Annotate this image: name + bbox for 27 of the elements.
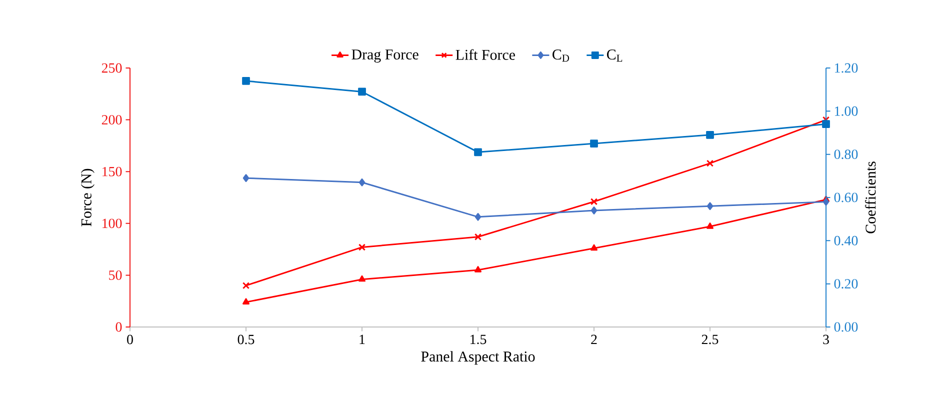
- y-tick-label: 0: [116, 322, 122, 332]
- legend-label: C$_{L}$: [607, 50, 622, 62]
- y-tick-label: 150: [102, 166, 122, 176]
- x-tick-label: 0: [127, 334, 133, 344]
- y2-tick-label: 1.00: [835, 106, 858, 116]
- x-tick-label: 3: [823, 334, 829, 344]
- y2-tick-label: 0.00: [834, 322, 858, 332]
- legend-label: Lift Force: [456, 49, 515, 60]
- legend-label: Drag Force: [352, 50, 418, 63]
- x-tick-label: 2.5: [702, 334, 718, 344]
- y-axis-title: Force (N): [80, 168, 94, 226]
- x-tick-label: 0.5: [238, 334, 254, 344]
- y-tick-label: 200: [102, 115, 122, 125]
- y2-axis-title: Coefficients: [865, 162, 876, 234]
- x-axis-title: Panel Aspect Ratio: [421, 351, 535, 365]
- x-tick-label: 1: [360, 334, 365, 344]
- y2-tick-label: 0.20: [834, 279, 858, 289]
- y2-tick-label: 0.40: [834, 236, 858, 246]
- y2-tick-label: 1.20: [835, 63, 858, 73]
- legend-label: C$_{D}$: [552, 50, 570, 62]
- y-tick-label: 50: [109, 270, 122, 280]
- y2-tick-label: 0.60: [834, 192, 858, 202]
- x-tick-label: 1.5: [470, 334, 486, 344]
- x-tick-label: 2: [591, 334, 597, 344]
- y2-tick-label: 0.80: [834, 150, 858, 160]
- y-tick-label: 250: [102, 63, 122, 73]
- y-tick-label: 100: [102, 218, 122, 228]
